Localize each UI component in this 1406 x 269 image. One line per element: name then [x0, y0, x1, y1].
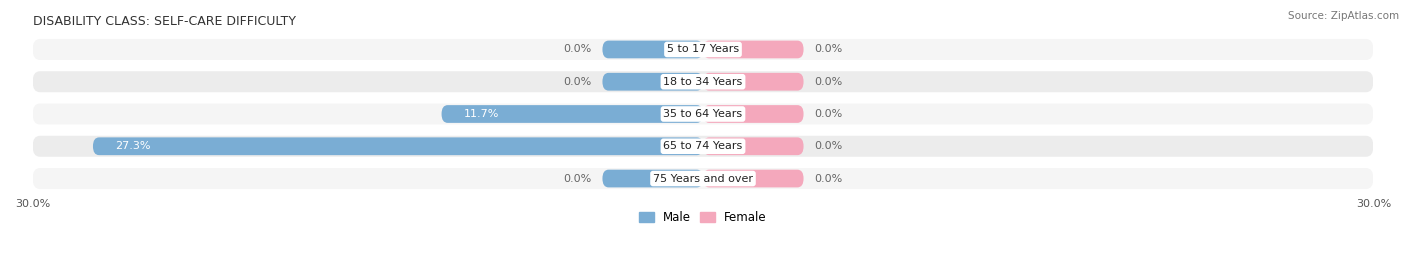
FancyBboxPatch shape	[32, 136, 1374, 157]
Text: 0.0%: 0.0%	[814, 109, 844, 119]
Text: 5 to 17 Years: 5 to 17 Years	[666, 44, 740, 54]
FancyBboxPatch shape	[441, 105, 703, 123]
Legend: Male, Female: Male, Female	[634, 207, 772, 229]
FancyBboxPatch shape	[32, 168, 1374, 189]
Text: DISABILITY CLASS: SELF-CARE DIFFICULTY: DISABILITY CLASS: SELF-CARE DIFFICULTY	[32, 15, 295, 28]
FancyBboxPatch shape	[602, 41, 703, 58]
FancyBboxPatch shape	[32, 71, 1374, 92]
Text: 0.0%: 0.0%	[814, 174, 844, 183]
FancyBboxPatch shape	[703, 170, 804, 187]
Text: 0.0%: 0.0%	[814, 77, 844, 87]
FancyBboxPatch shape	[703, 137, 804, 155]
FancyBboxPatch shape	[93, 137, 703, 155]
Text: 0.0%: 0.0%	[562, 77, 592, 87]
Text: Source: ZipAtlas.com: Source: ZipAtlas.com	[1288, 11, 1399, 21]
Text: 11.7%: 11.7%	[464, 109, 499, 119]
Text: 27.3%: 27.3%	[115, 141, 150, 151]
Text: 0.0%: 0.0%	[814, 141, 844, 151]
FancyBboxPatch shape	[703, 41, 804, 58]
FancyBboxPatch shape	[602, 73, 703, 91]
Text: 65 to 74 Years: 65 to 74 Years	[664, 141, 742, 151]
FancyBboxPatch shape	[32, 104, 1374, 125]
Text: 35 to 64 Years: 35 to 64 Years	[664, 109, 742, 119]
Text: 18 to 34 Years: 18 to 34 Years	[664, 77, 742, 87]
FancyBboxPatch shape	[32, 39, 1374, 60]
FancyBboxPatch shape	[602, 170, 703, 187]
Text: 0.0%: 0.0%	[562, 44, 592, 54]
Text: 0.0%: 0.0%	[562, 174, 592, 183]
FancyBboxPatch shape	[703, 73, 804, 91]
FancyBboxPatch shape	[703, 105, 804, 123]
Text: 75 Years and over: 75 Years and over	[652, 174, 754, 183]
Text: 0.0%: 0.0%	[814, 44, 844, 54]
